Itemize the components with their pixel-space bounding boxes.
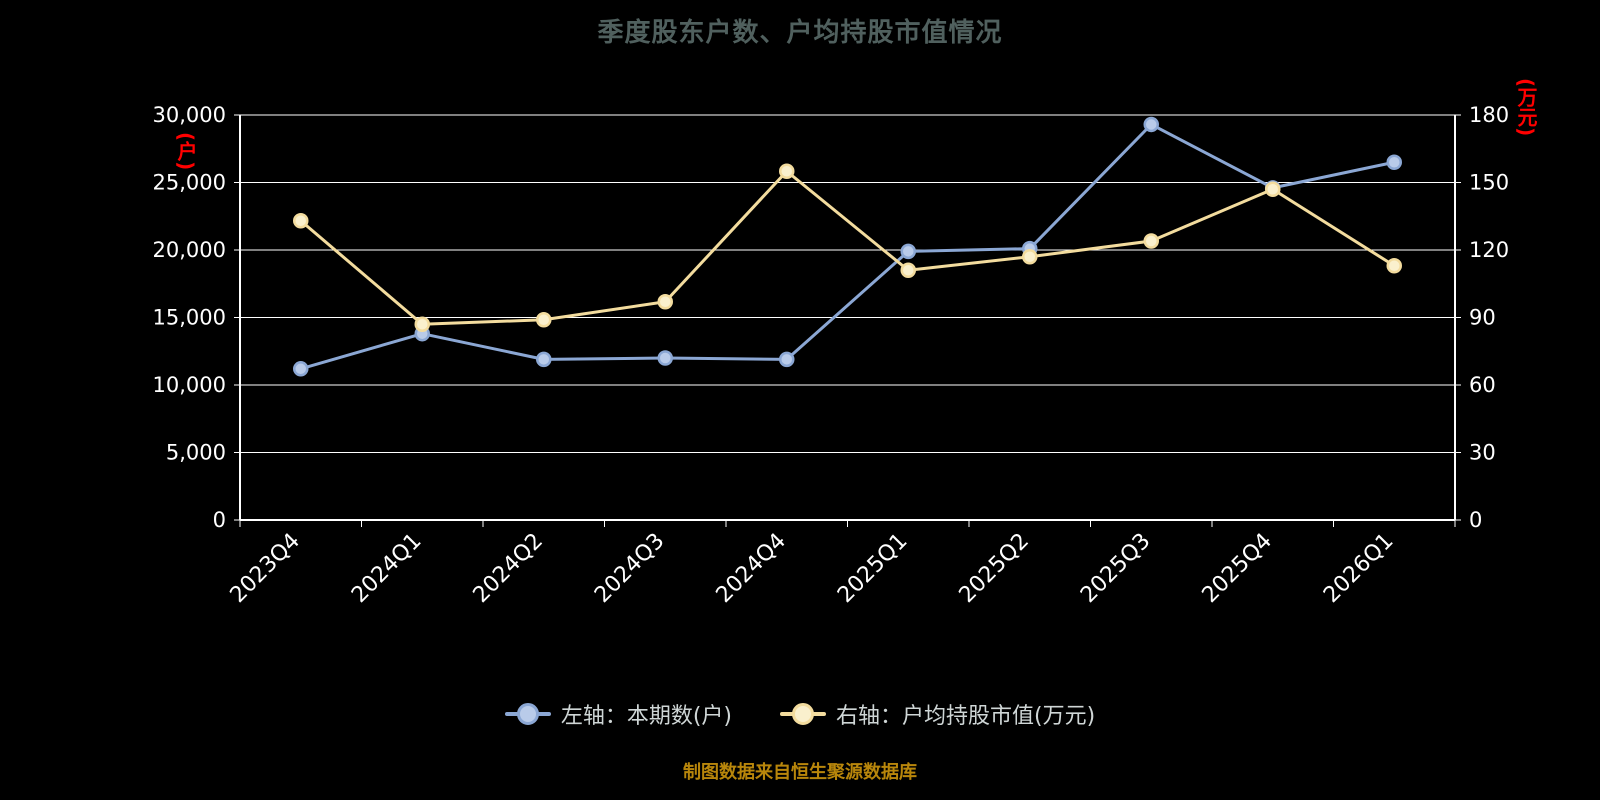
data-point-marker[interactable] (779, 163, 795, 179)
data-point-marker[interactable] (1143, 116, 1159, 133)
x-axis-category-label: 2025Q4 (1198, 529, 1277, 608)
data-source-note: 制图数据来自恒生聚源数据库 (683, 762, 917, 783)
legend-label: 右轴：户均持股市值(万元) (836, 704, 1096, 729)
data-point-marker[interactable] (536, 312, 552, 328)
right-axis-tick-label: 150 (1469, 171, 1509, 195)
right-axis-unit-label: (万元) (1514, 78, 1538, 137)
x-axis-category-label: 2025Q3 (1076, 529, 1155, 608)
data-point-marker[interactable] (536, 351, 552, 368)
data-point-marker[interactable] (1143, 233, 1159, 249)
left-axis-tick-label: 15,000 (153, 306, 226, 330)
x-axis-category-label: 2025Q1 (833, 529, 912, 608)
data-point-marker[interactable] (657, 294, 673, 310)
right-axis-tick-label: 90 (1469, 306, 1496, 330)
data-point-marker[interactable] (900, 262, 916, 278)
x-axis-category-label: 2025Q2 (955, 529, 1034, 608)
right-axis-tick-label: 180 (1469, 103, 1509, 127)
data-point-marker[interactable] (293, 361, 309, 377)
chart-title: 季度股东户数、户均持股市值情况 (597, 18, 1003, 48)
right-axis-tick-label: 120 (1469, 238, 1509, 262)
left-axis-tick-label: 25,000 (153, 171, 226, 195)
x-axis-category-label: 2026Q1 (1319, 529, 1398, 608)
data-point-marker[interactable] (414, 316, 430, 332)
legend-item-shareholder-count[interactable]: 左轴：本期数(户) (504, 698, 732, 730)
legend: 左轴：本期数(户) 右轴：户均持股市值(万元) (0, 698, 1600, 730)
left-axis-tick-label: 20,000 (153, 238, 226, 262)
data-point-marker[interactable] (1386, 154, 1402, 170)
data-point-marker[interactable] (293, 213, 309, 229)
legend-label: 左轴：本期数(户) (560, 704, 732, 729)
right-axis-tick-label: 60 (1469, 373, 1496, 397)
right-axis-tick-label: 30 (1469, 441, 1496, 465)
data-point-marker[interactable] (1022, 249, 1038, 265)
data-point-marker[interactable] (1386, 258, 1402, 274)
data-point-marker[interactable] (657, 350, 673, 366)
left-axis-tick-label: 0 (213, 508, 226, 532)
x-axis-category-label: 2024Q3 (590, 529, 669, 608)
left-axis-tick-label: 30,000 (153, 103, 226, 127)
left-axis-tick-label: 10,000 (153, 373, 226, 397)
data-point-marker[interactable] (779, 351, 795, 368)
legend-line-marker-yellow (780, 703, 826, 725)
x-axis-category-label: 2024Q1 (347, 529, 426, 608)
data-point-marker[interactable] (1265, 181, 1281, 197)
series-line-avg-holding-value (299, 169, 1396, 326)
left-axis-unit-label: (户) (174, 132, 198, 171)
data-point-marker[interactable] (900, 243, 916, 260)
left-axis-tick-label: 5,000 (166, 441, 226, 465)
legend-item-avg-holding-value[interactable]: 右轴：户均持股市值(万元) (780, 698, 1095, 730)
series-line-shareholder-count (299, 122, 1396, 371)
right-axis-tick-label: 0 (1469, 508, 1482, 532)
x-axis-category-label: 2024Q4 (712, 529, 791, 608)
x-axis-category-label: 2023Q4 (226, 529, 305, 608)
x-axis-category-label: 2024Q2 (469, 529, 548, 608)
legend-line-marker-blue (504, 703, 551, 725)
